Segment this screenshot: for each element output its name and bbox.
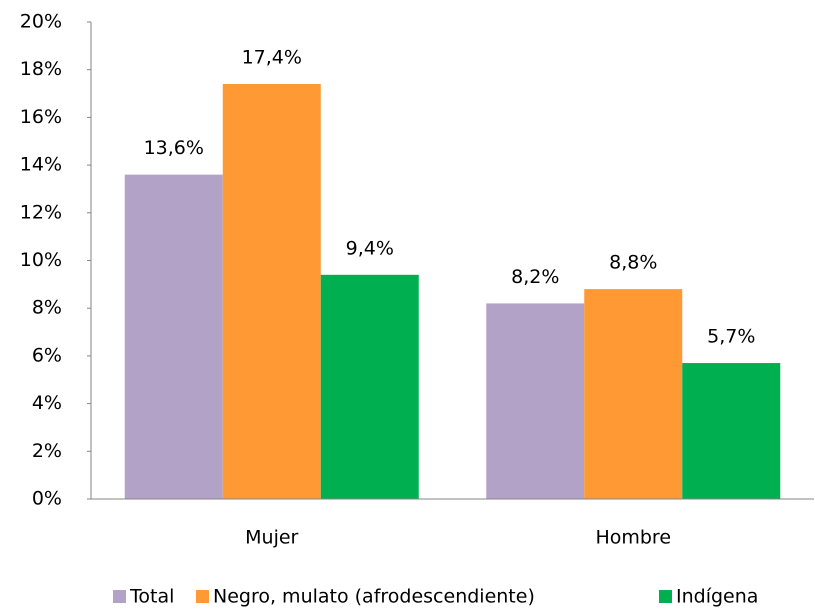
legend-swatch [659, 590, 672, 603]
value-label: 13,6% [144, 137, 204, 159]
y-tick-label: 2% [32, 440, 62, 462]
y-tick-label: 12% [20, 201, 62, 223]
y-tick-label: 6% [32, 344, 62, 366]
legend-label: Total [129, 586, 174, 608]
legend-label: Negro, mulato (afrodescendiente) [213, 586, 535, 608]
value-label: 8,8% [609, 252, 657, 274]
legend-swatch [113, 590, 126, 603]
value-label: 17,4% [242, 47, 302, 69]
y-tick-label: 10% [20, 249, 62, 271]
bar [320, 274, 419, 499]
y-tick-label: 14% [20, 154, 62, 176]
legend-label: Indígena [676, 586, 758, 608]
bar [124, 174, 223, 499]
value-label: 5,7% [707, 326, 755, 348]
value-label: 8,2% [511, 266, 559, 288]
bar [682, 363, 781, 499]
y-tick-label: 4% [32, 392, 62, 414]
legend-swatch [196, 590, 209, 603]
x-tick-label: Mujer [245, 527, 298, 549]
x-tick-label: Hombre [595, 527, 671, 549]
y-tick-label: 18% [20, 58, 62, 80]
bar [486, 303, 585, 499]
bar [584, 289, 683, 499]
y-tick-label: 0% [32, 488, 62, 510]
bar [222, 84, 321, 499]
y-tick-label: 20% [20, 11, 62, 33]
value-label: 9,4% [346, 237, 394, 259]
y-tick-label: 16% [20, 106, 62, 128]
y-tick-label: 8% [32, 297, 62, 319]
